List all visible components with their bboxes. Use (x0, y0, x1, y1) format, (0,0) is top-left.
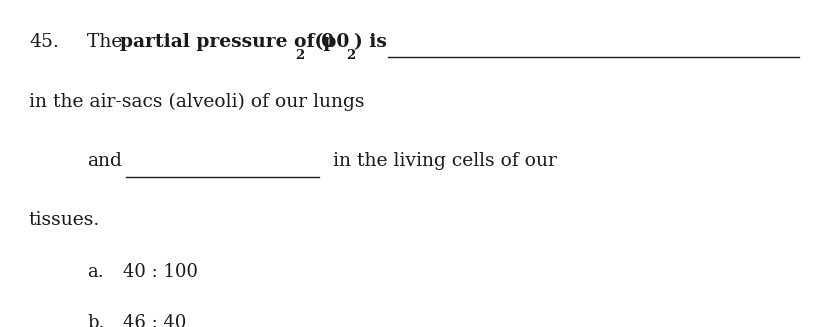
Text: 40 : 100: 40 : 100 (122, 263, 198, 281)
Text: in the living cells of our: in the living cells of our (332, 152, 556, 170)
Text: tissues.: tissues. (29, 211, 100, 229)
Text: 45.: 45. (29, 33, 59, 51)
Text: ) is: ) is (354, 33, 387, 51)
Text: The: The (87, 33, 128, 51)
Text: and: and (87, 152, 122, 170)
Text: (p0: (p0 (308, 33, 349, 51)
Text: partial pressure of 0: partial pressure of 0 (120, 33, 334, 51)
Text: in the air-sacs (alveoli) of our lungs: in the air-sacs (alveoli) of our lungs (29, 93, 364, 112)
Text: a.: a. (87, 263, 103, 281)
Text: b.: b. (87, 314, 104, 327)
Text: 2: 2 (346, 49, 355, 62)
Text: 2: 2 (294, 49, 304, 62)
Text: 46 : 40: 46 : 40 (122, 314, 186, 327)
